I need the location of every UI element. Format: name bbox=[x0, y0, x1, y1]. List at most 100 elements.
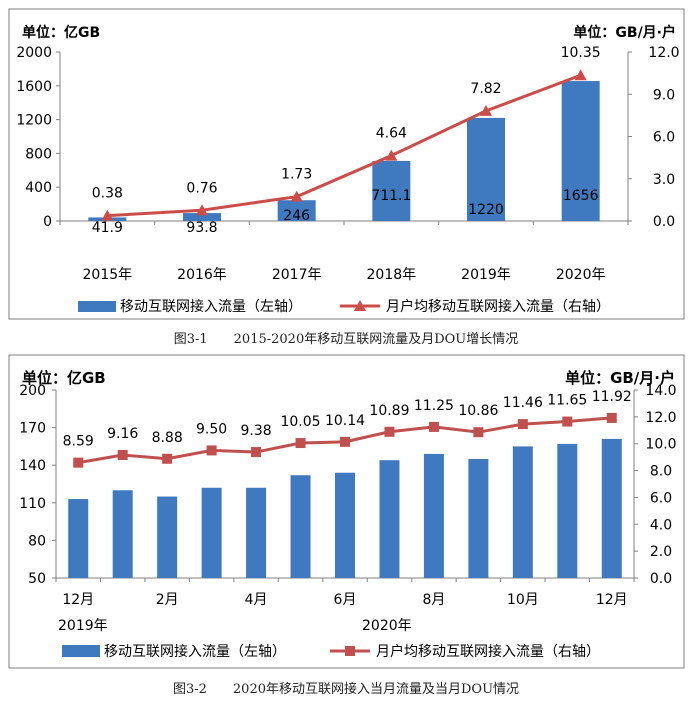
chart1-bar-label: 711.1 bbox=[371, 188, 411, 204]
chart2-left-tick-label: 170 bbox=[19, 421, 46, 437]
chart2-x-tick-label: 8月 bbox=[422, 592, 445, 608]
chart1-left-tick-label: 800 bbox=[25, 146, 52, 162]
chart1-axes: 0 400 800 1200 1600 2000 0.0 3.0 6.0 9.0 12.0 2015年… bbox=[16, 45, 679, 283]
chart2-year-2020: 2020年 bbox=[362, 618, 412, 634]
chart1-bar bbox=[277, 200, 316, 221]
chart2-x-tick-label: 12月 bbox=[62, 592, 94, 608]
chart1-line-marker bbox=[290, 190, 303, 202]
chart2-bar bbox=[512, 446, 533, 578]
chart2-x-tick-label: 2月 bbox=[156, 592, 179, 608]
chart2-line-label: 10.14 bbox=[325, 413, 365, 429]
chart2-line-marker bbox=[295, 438, 306, 449]
chart2-bar bbox=[379, 460, 400, 578]
chart2-line-label: 11.92 bbox=[592, 389, 632, 405]
chart1-x-tick-label: 2018年 bbox=[367, 267, 417, 283]
chart2-year-2019: 2019年 bbox=[58, 618, 108, 634]
chart2-bar bbox=[290, 475, 311, 578]
chart1-right-tick-label: 9.0 bbox=[653, 87, 675, 103]
chart1-unit-right: 单位：GB/月·户 bbox=[573, 24, 676, 41]
chart1-x-tick-label: 2019年 bbox=[461, 267, 511, 283]
chart1-bar bbox=[467, 117, 505, 221]
chart2-right-tick-label: 0.0 bbox=[650, 571, 672, 587]
chart2-line bbox=[73, 412, 617, 468]
chart2-line-marker bbox=[384, 426, 395, 437]
chart1-bar-label: 41.9 bbox=[92, 220, 123, 236]
chart2-bar bbox=[68, 499, 89, 578]
chart1-legend: 移动互联网接入流量（左轴） 月户均移动互联网接入流量（右轴） bbox=[78, 298, 610, 315]
chart2-line-marker bbox=[562, 416, 573, 427]
chart1-legend-bar-label: 移动互联网接入流量（左轴） bbox=[120, 298, 302, 315]
chart1-bar-label: 246 bbox=[283, 208, 310, 224]
chart2-bar bbox=[112, 490, 133, 578]
chart1-left-tick-label: 400 bbox=[25, 180, 52, 196]
chart2-right-tick-label: 8.0 bbox=[650, 464, 672, 480]
chart2-line-marker bbox=[606, 412, 617, 423]
chart2-left-tick-label: 50 bbox=[28, 571, 46, 587]
chart2-x-tick-label: 4月 bbox=[245, 592, 268, 608]
chart1-left-tick-label: 1600 bbox=[16, 79, 52, 95]
chart2-line-marker bbox=[473, 427, 484, 438]
chart1-line-marker bbox=[480, 104, 492, 116]
chart1-left-tick-label: 1200 bbox=[16, 113, 52, 129]
chart1-line-label: 4.64 bbox=[376, 126, 407, 142]
chart2-line-label: 10.89 bbox=[369, 403, 409, 419]
chart2-right-tick-label: 4.0 bbox=[650, 517, 672, 533]
chart1-series-line bbox=[107, 73, 582, 218]
chart1-line-label: 0.76 bbox=[186, 180, 217, 196]
chart2-bar bbox=[601, 438, 622, 578]
chart1-line-marker bbox=[385, 149, 398, 161]
chart2-caption: 图3-2 2020年移动互联网接入当月流量及当月DOU情况 bbox=[173, 681, 519, 697]
chart2-line-label: 9.38 bbox=[240, 423, 271, 439]
chart1-unit-left: 单位：亿GB bbox=[22, 24, 100, 41]
chart2-line-marker bbox=[517, 419, 528, 430]
chart2-line-label: 10.86 bbox=[458, 403, 498, 419]
chart2-left-tick-label: 140 bbox=[19, 458, 46, 474]
chart1-bar-label: 1220 bbox=[468, 202, 504, 218]
chart2-line-label: 9.50 bbox=[196, 421, 227, 437]
chart1-bar bbox=[372, 160, 411, 221]
chart1-legend-marker bbox=[354, 300, 366, 311]
chart1-line-marker bbox=[101, 209, 114, 221]
chart1-right-tick-label: 0.0 bbox=[653, 214, 675, 230]
chart1-x-tick-label: 2020年 bbox=[556, 267, 606, 283]
chart2-bar bbox=[335, 472, 355, 578]
chart2-line-marker bbox=[428, 421, 439, 432]
chart2-line-label: 9.16 bbox=[107, 426, 138, 442]
chart1-data-labels: 41.9 93.8 246 711.1 1220 1656 0.38 0.76 1.73 4.64… bbox=[92, 45, 601, 236]
chart1-line-label: 1.73 bbox=[281, 167, 312, 183]
chart2-line-label: 11.46 bbox=[503, 395, 543, 411]
chart2-x-tick-label: 10月 bbox=[507, 592, 539, 608]
chart1-bars bbox=[88, 81, 600, 222]
chart2-legend-bar-label: 移动互联网接入流量（左轴） bbox=[104, 643, 286, 660]
chart2-right-tick-label: 14.0 bbox=[645, 383, 676, 399]
chart1-line-marker bbox=[196, 204, 208, 216]
chart1-x-tick-label: 2015年 bbox=[83, 267, 133, 283]
chart1-caption: 图3-1 2015-2020年移动互联网流量及月DOU增长情况 bbox=[174, 332, 519, 347]
chart2-right-tick-label: 6.0 bbox=[650, 490, 672, 506]
chart2-right-tick-label: 10.0 bbox=[645, 437, 676, 453]
chart2-legend: 移动互联网接入流量（左轴） 月户均移动互联网接入流量（右轴） bbox=[62, 643, 600, 660]
chart1-right-tick-label: 3.0 bbox=[653, 172, 675, 188]
chart2-line-label: 8.59 bbox=[63, 434, 94, 450]
chart1-frame bbox=[8, 8, 685, 320]
chart2-right-tick-label: 12.0 bbox=[645, 410, 676, 426]
chart2-bar bbox=[423, 453, 444, 578]
chart1-right-tick-label: 6.0 bbox=[653, 130, 675, 146]
chart2-left-tick-label: 110 bbox=[19, 496, 46, 512]
chart2-bars bbox=[68, 438, 622, 578]
chart1-line-label: 10.35 bbox=[561, 45, 601, 61]
chart2-line-label: 8.88 bbox=[152, 430, 183, 446]
chart2-legend-bar-swatch bbox=[62, 645, 100, 657]
chart1-line bbox=[101, 69, 587, 221]
chart2-left-tick-label: 80 bbox=[28, 533, 46, 549]
chart1-bar bbox=[183, 213, 221, 221]
chart2-line-label: 10.05 bbox=[280, 414, 320, 430]
chart2-right-tick-label: 2.0 bbox=[650, 544, 672, 560]
chart2-legend-line-label: 月户均移动互联网接入流量（右轴） bbox=[376, 643, 600, 660]
chart2-axes: 50 80 110 140 170 200 0.0 2.0 4.0 6.0 8.0 10.0 12.0 1… bbox=[19, 383, 676, 608]
chart2-x-tick-label: 12月 bbox=[596, 592, 628, 608]
chart1-right-tick-label: 12.0 bbox=[648, 45, 679, 61]
chart1-line-label: 0.38 bbox=[92, 186, 123, 202]
chart1-legend-line-label: 月户均移动互联网接入流量（右轴） bbox=[386, 298, 610, 315]
